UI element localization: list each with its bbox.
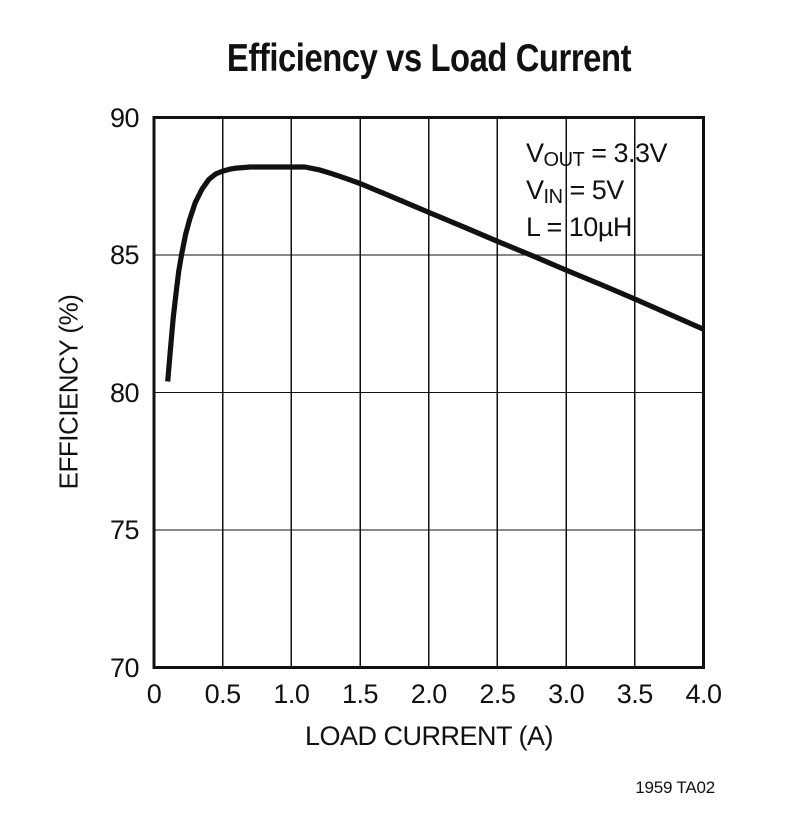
x-tick-label: 0.5 (204, 679, 242, 709)
x-tick-label: 2.0 (410, 679, 448, 709)
y-tick-label: 80 (109, 377, 140, 408)
x-tick-label: 1.0 (273, 679, 310, 709)
y-tick-label: 90 (109, 102, 140, 133)
y-tick-label: 70 (109, 652, 140, 683)
x-tick-label: 2.5 (479, 679, 516, 709)
annotation-line-vout: VOUT = 3.3V (526, 138, 668, 171)
x-tick-label: 1.5 (342, 679, 379, 709)
conditions-annotation: VOUT = 3.3V VIN = 5V L = 10µH (526, 136, 668, 247)
x-tick-label: 3.5 (616, 679, 654, 709)
y-tick-label: 75 (109, 515, 140, 545)
x-tick-label: 0 (146, 679, 162, 709)
annotation-line-vin: VIN = 5V (526, 175, 624, 208)
y-tick-label: 85 (109, 240, 140, 270)
annotation-line-inductor: L = 10µH (526, 212, 632, 242)
x-tick-label: 4.0 (685, 679, 722, 709)
chart-title: Efficiency vs Load Current (226, 37, 632, 80)
x-tick-label: 3.0 (548, 679, 585, 709)
x-axis-title: LOAD CURRENT (A) (304, 721, 554, 751)
figure-credit: 1959 TA02 (635, 778, 715, 797)
